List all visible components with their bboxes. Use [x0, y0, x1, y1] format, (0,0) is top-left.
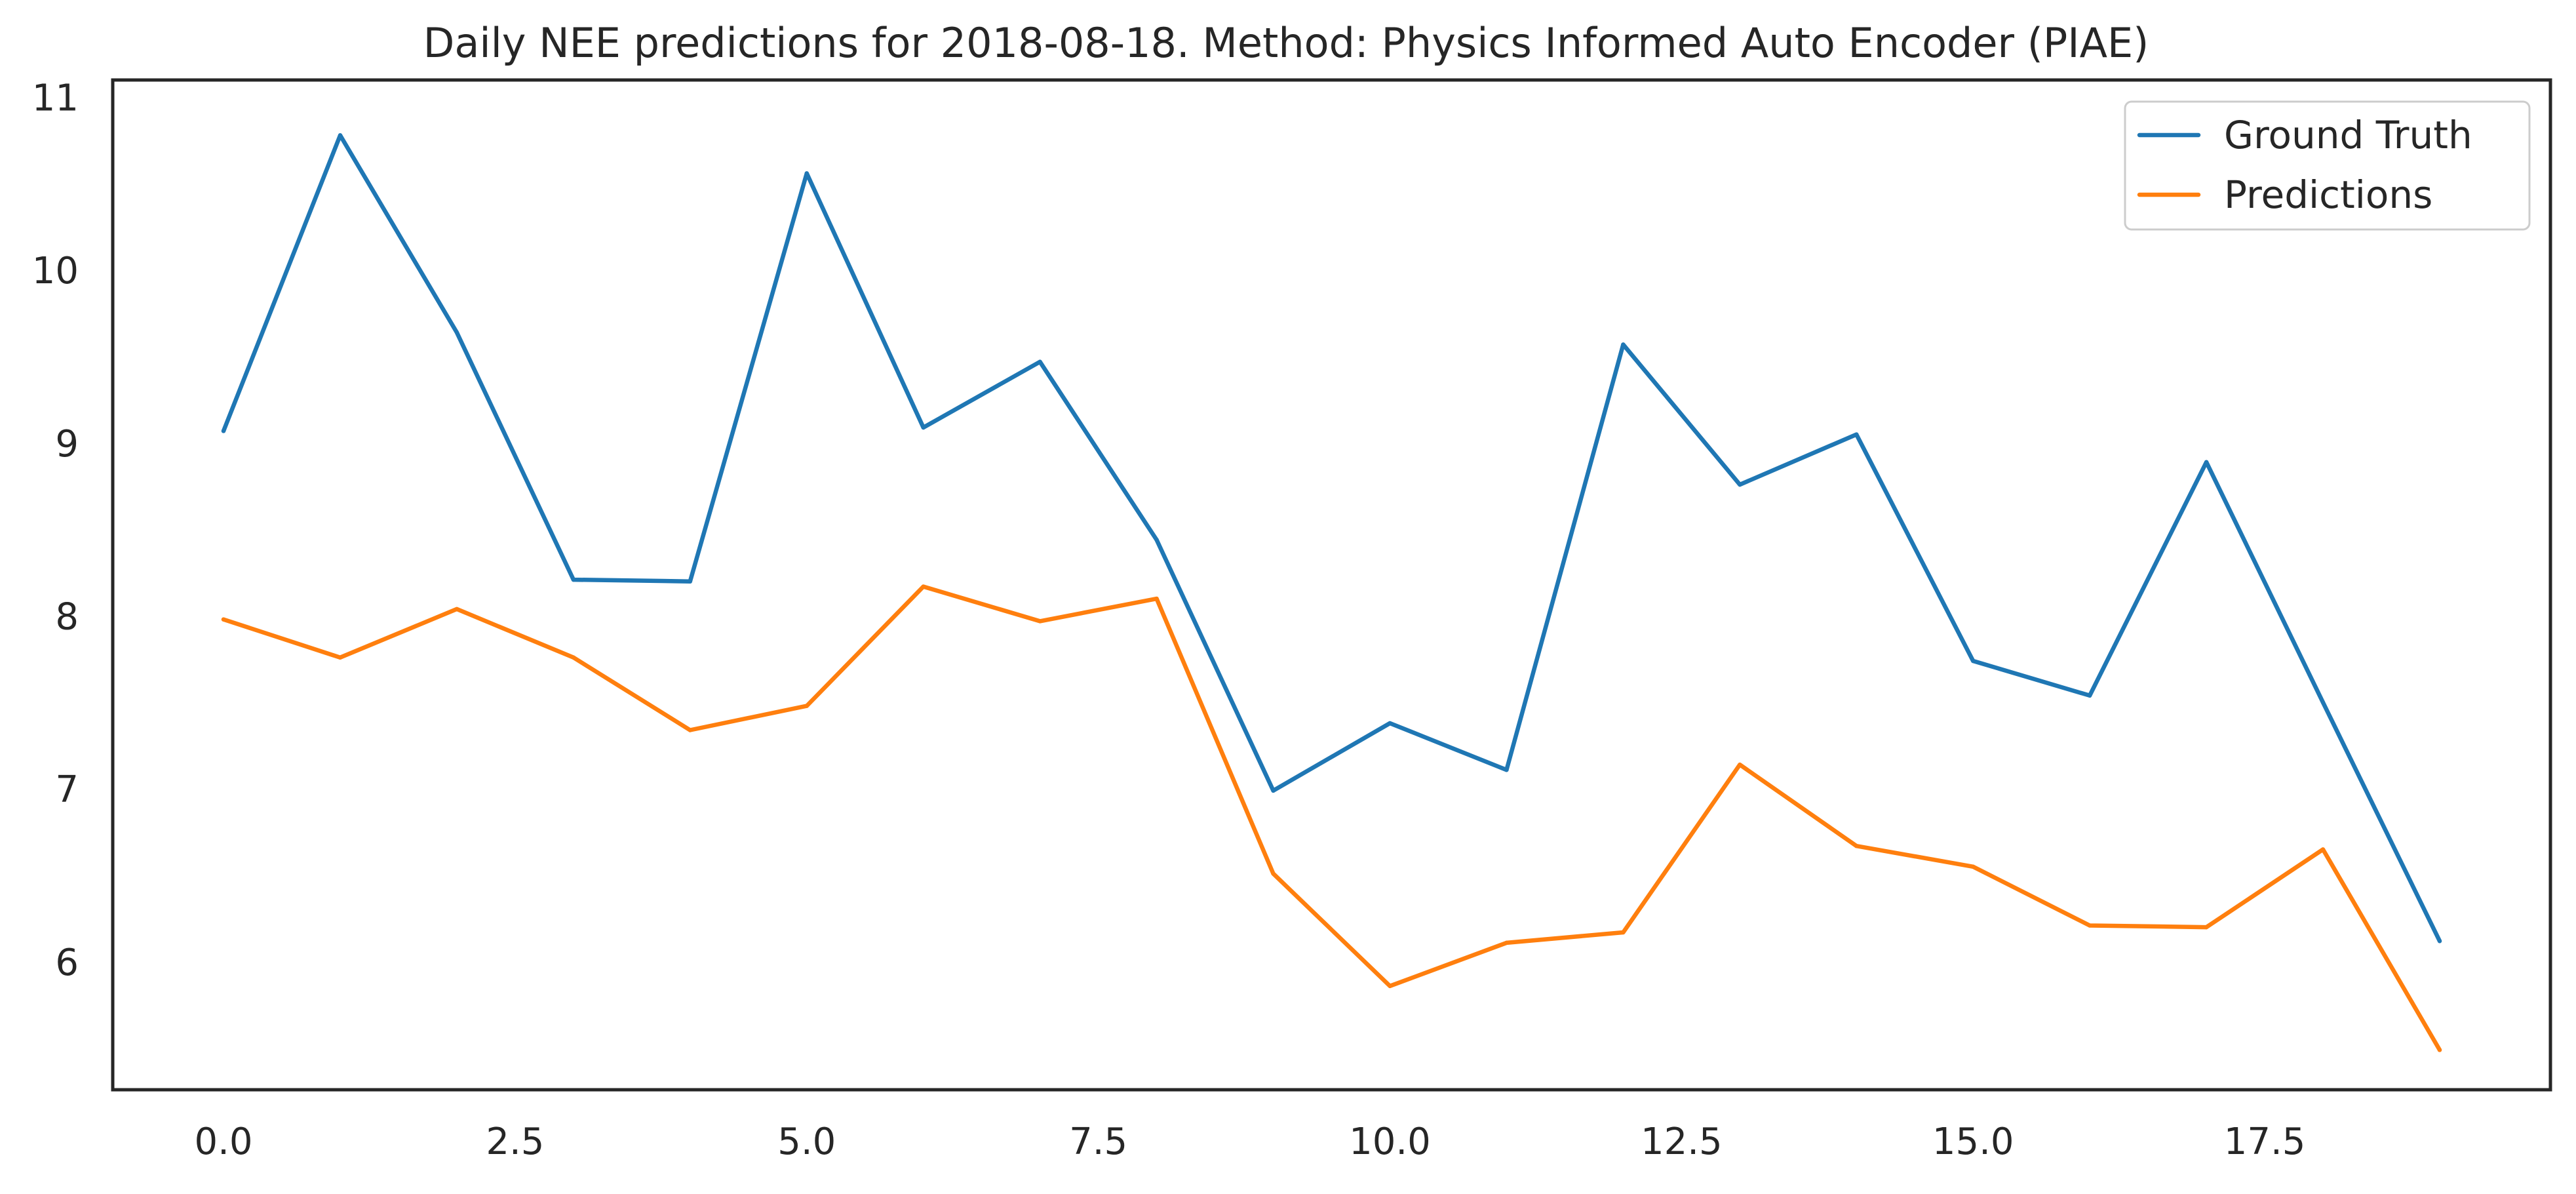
data-point	[921, 584, 926, 589]
data-point	[2437, 939, 2442, 944]
data-point	[804, 704, 809, 708]
x-tick-label: 10.0	[1349, 1121, 1431, 1163]
data-point	[2320, 847, 2326, 852]
data-point	[1038, 619, 1042, 624]
data-point	[1388, 721, 1392, 726]
data-point	[454, 330, 459, 335]
y-tick-label: 10	[32, 250, 79, 292]
x-axis-ticks: 0.0 2.5 5.0 7.5 10.0 12.5 15.0 17.5	[195, 1121, 2306, 1163]
data-point	[1388, 984, 1392, 988]
data-point	[688, 728, 693, 732]
chart-title: Daily NEE predictions for 2018-08-18. Me…	[423, 19, 2149, 67]
legend-label: Predictions	[2224, 172, 2432, 217]
data-point	[688, 579, 693, 584]
data-point	[2437, 1048, 2442, 1052]
data-point	[338, 655, 343, 660]
data-point	[1504, 940, 1509, 945]
y-tick-label: 7	[55, 768, 79, 811]
data-point	[454, 607, 459, 612]
data-point	[1154, 596, 1159, 601]
data-point	[1504, 767, 1509, 772]
x-tick-label: 15.0	[1932, 1121, 2014, 1163]
series-line	[221, 584, 2442, 1052]
x-tick-label: 2.5	[486, 1121, 544, 1163]
data-point	[338, 133, 343, 138]
data-point	[804, 171, 809, 176]
data-point	[221, 429, 226, 433]
data-point	[2204, 460, 2209, 464]
data-point	[1038, 359, 1042, 365]
data-point	[1738, 763, 1742, 767]
data-point	[571, 655, 576, 660]
data-point	[221, 617, 226, 622]
data-point	[1621, 342, 1626, 347]
series-line	[221, 133, 2442, 944]
data-point	[921, 425, 926, 430]
x-tick-label: 0.0	[195, 1121, 253, 1163]
legend-box	[2124, 100, 2531, 231]
x-tick-label: 7.5	[1069, 1121, 1127, 1163]
data-point	[2087, 693, 2092, 698]
y-tick-label: 6	[55, 942, 79, 984]
data-point	[2204, 925, 2209, 930]
y-tick-label: 9	[55, 423, 79, 466]
series-1	[221, 584, 2442, 1052]
series-layer	[221, 133, 2442, 1052]
data-point	[1271, 788, 1276, 793]
data-point	[571, 577, 576, 582]
y-axis-ticks: 6 7 8 9 10 11	[32, 77, 79, 984]
data-point	[1970, 658, 1976, 664]
data-point	[1154, 538, 1159, 542]
legend: Ground Truth Predictions	[2124, 100, 2531, 231]
y-tick-label: 8	[55, 595, 79, 638]
data-point	[1970, 864, 1976, 869]
x-tick-label: 5.0	[777, 1121, 836, 1163]
data-point	[2087, 923, 2092, 928]
data-point	[1621, 930, 1626, 935]
x-tick-label: 17.5	[2224, 1121, 2306, 1163]
series-0	[221, 133, 2442, 944]
data-point	[1738, 482, 1742, 487]
x-tick-label: 12.5	[1641, 1121, 1723, 1163]
data-point	[1854, 843, 1859, 848]
data-point	[1854, 432, 1859, 437]
plot-frame	[111, 78, 2552, 1092]
data-point	[2320, 700, 2326, 705]
y-tick-label: 11	[32, 77, 79, 119]
data-point	[1271, 871, 1276, 876]
legend-label: Ground Truth	[2224, 113, 2472, 157]
